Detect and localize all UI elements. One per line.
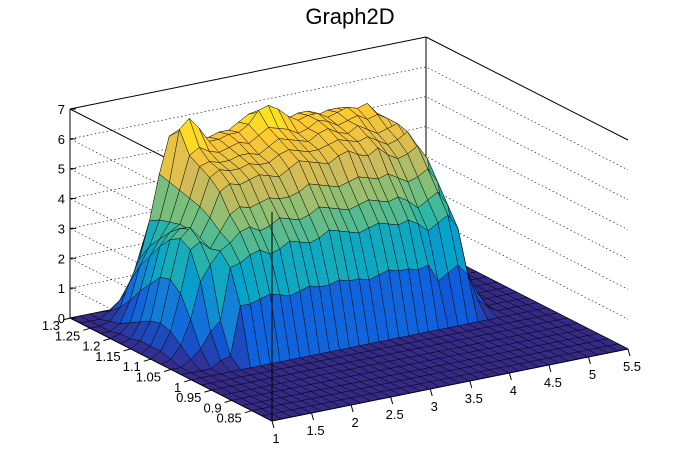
y-tick-label: 1.1 [123, 359, 141, 374]
axes: 11.522.533.544.555.50.850.90.9511.051.11… [42, 102, 641, 446]
z-tick-label: 6 [58, 132, 65, 147]
y-tick [244, 410, 252, 414]
z-tick-label: 4 [58, 192, 65, 207]
z-tick-label: 5 [58, 162, 65, 177]
x-tick [508, 372, 512, 381]
z-tick-label: 3 [58, 221, 65, 236]
x-tick-label: 2 [351, 415, 358, 430]
x-tick [271, 420, 275, 429]
y-tick [62, 317, 71, 321]
chart-title: Graph2D [305, 4, 394, 29]
x-tick [311, 412, 315, 421]
y-tick [123, 348, 131, 352]
y-tick [184, 379, 192, 383]
y-tick [163, 369, 172, 372]
x-tick-label: 4.5 [544, 375, 562, 390]
x-tick [469, 380, 473, 389]
y-tick-label: 1.15 [95, 349, 120, 364]
x-tick [548, 364, 552, 373]
y-tick [83, 327, 91, 331]
box-edge [69, 36, 427, 110]
x-tick-label: 3 [431, 399, 438, 414]
y-tick-label: 1.2 [82, 339, 100, 354]
x-tick-label: 5 [589, 367, 596, 382]
z-tick-label: 7 [58, 102, 65, 117]
x-tick-label: 5.5 [623, 359, 641, 374]
x-tick [390, 396, 394, 405]
y-tick-label: 0.85 [216, 411, 241, 426]
x-tick-label: 2.5 [386, 407, 404, 422]
y-tick-label: 0.95 [176, 390, 201, 405]
z-tick-label: 2 [58, 251, 65, 266]
x-tick [350, 404, 354, 413]
z-tick-label: 1 [58, 281, 65, 296]
x-tick-label: 3.5 [465, 391, 483, 406]
y-tick-label: 1 [174, 380, 181, 395]
x-tick [587, 356, 591, 365]
y-tick-label: 1.3 [42, 318, 60, 333]
x-tick-label: 1.5 [307, 423, 325, 438]
x-axis-line [271, 348, 629, 422]
x-tick-label: 4 [510, 383, 517, 398]
y-tick-label: 1.05 [136, 370, 161, 385]
y-tick-label: 1.25 [55, 328, 80, 343]
y-tick-label: 0.9 [204, 400, 222, 415]
box-edge [425, 36, 629, 141]
x-tick-label: 1 [272, 431, 279, 446]
y-tick [103, 338, 111, 342]
y-tick [204, 389, 212, 393]
y-tick [224, 399, 232, 403]
z-tick-label: 0 [58, 311, 65, 326]
x-tick [627, 348, 631, 357]
y-tick [143, 358, 151, 362]
x-tick [429, 388, 433, 397]
surface-mesh [69, 102, 629, 422]
